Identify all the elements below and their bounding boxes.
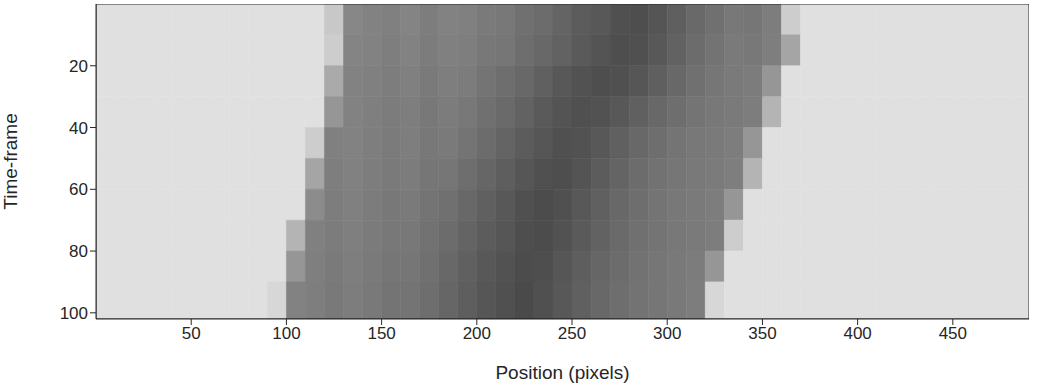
svg-text:350: 350 (748, 324, 776, 343)
svg-text:20: 20 (69, 57, 88, 76)
svg-text:100: 100 (60, 304, 88, 323)
svg-text:80: 80 (69, 242, 88, 261)
svg-text:Time-frame: Time-frame (0, 113, 21, 209)
svg-text:Position (pixels): Position (pixels) (495, 362, 629, 383)
svg-text:400: 400 (843, 324, 871, 343)
svg-text:50: 50 (182, 324, 201, 343)
svg-text:60: 60 (69, 180, 88, 199)
svg-text:200: 200 (463, 324, 491, 343)
svg-text:250: 250 (558, 324, 586, 343)
svg-text:40: 40 (69, 119, 88, 138)
svg-text:100: 100 (272, 324, 300, 343)
svg-text:450: 450 (939, 324, 967, 343)
svg-text:300: 300 (653, 324, 681, 343)
svg-text:150: 150 (367, 324, 395, 343)
